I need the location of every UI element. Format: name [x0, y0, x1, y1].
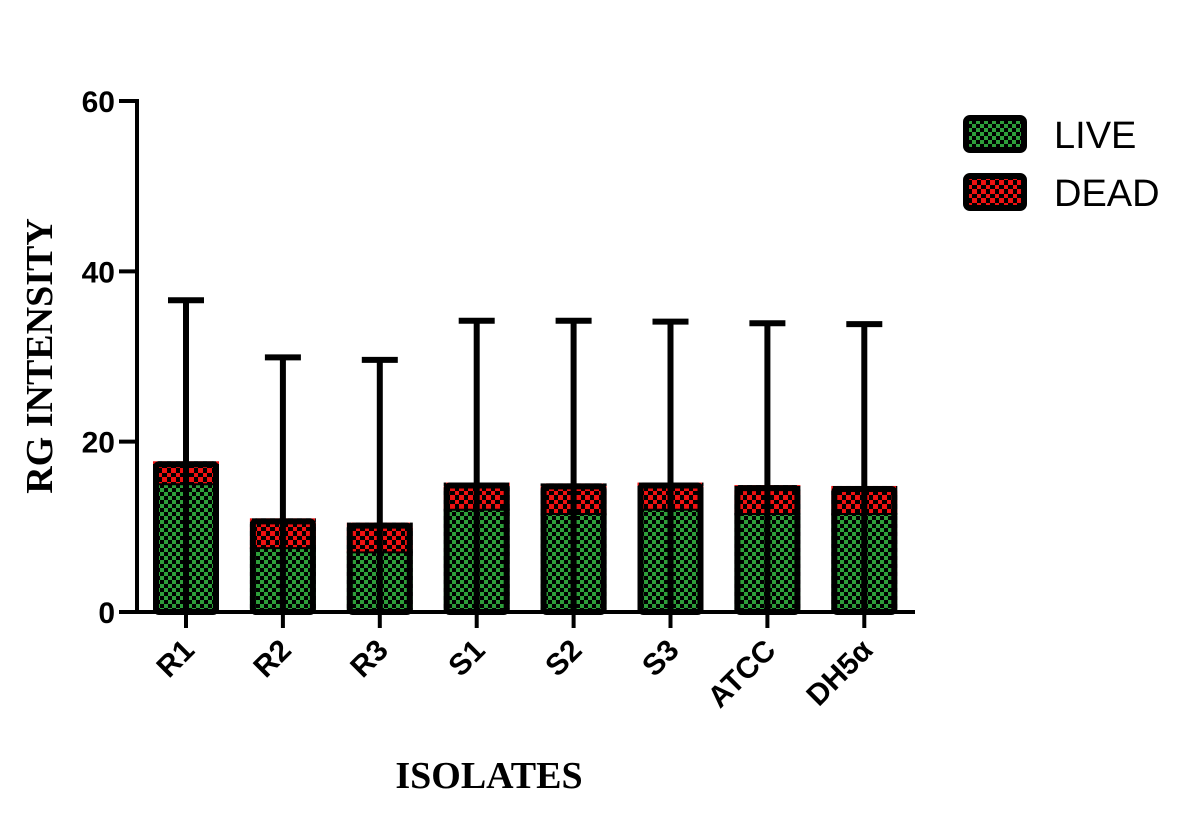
error-bars-layer — [168, 297, 883, 612]
legend-swatch-dead — [963, 173, 1027, 211]
y-tick-label-1: 0 — [98, 597, 115, 630]
x-tick-label-8: DH5α — [800, 633, 879, 712]
x-tick-label-1: R1 — [150, 634, 200, 684]
x-tick-label-6: S3 — [636, 634, 685, 683]
x-tick-label-3: R3 — [344, 634, 394, 684]
x-tick-label-7: ATCC — [702, 634, 783, 715]
y-tick-label-2: 20 — [82, 427, 115, 460]
legend-swatch-live — [963, 115, 1027, 153]
x-axis-title: ISOLATES — [395, 755, 582, 797]
x-tick-label-2: R2 — [247, 634, 297, 684]
x-tick-label-4: S1 — [442, 634, 491, 683]
axes-layer: R1 R2 R3 S1 S2 S3 ATCC DH5α 0 20 40 60 — [82, 86, 915, 714]
y-tick-label-4: 60 — [82, 86, 115, 119]
x-tick-label-5: S2 — [539, 634, 588, 683]
bars-layer — [153, 461, 898, 616]
legend-label-live: LIVE — [1054, 115, 1136, 157]
legend-label-dead: DEAD — [1054, 173, 1160, 215]
legend: LIVE DEAD — [963, 115, 1160, 215]
y-axis-title: RG INTENSITY — [19, 218, 61, 494]
y-tick-label-3: 40 — [82, 256, 115, 289]
